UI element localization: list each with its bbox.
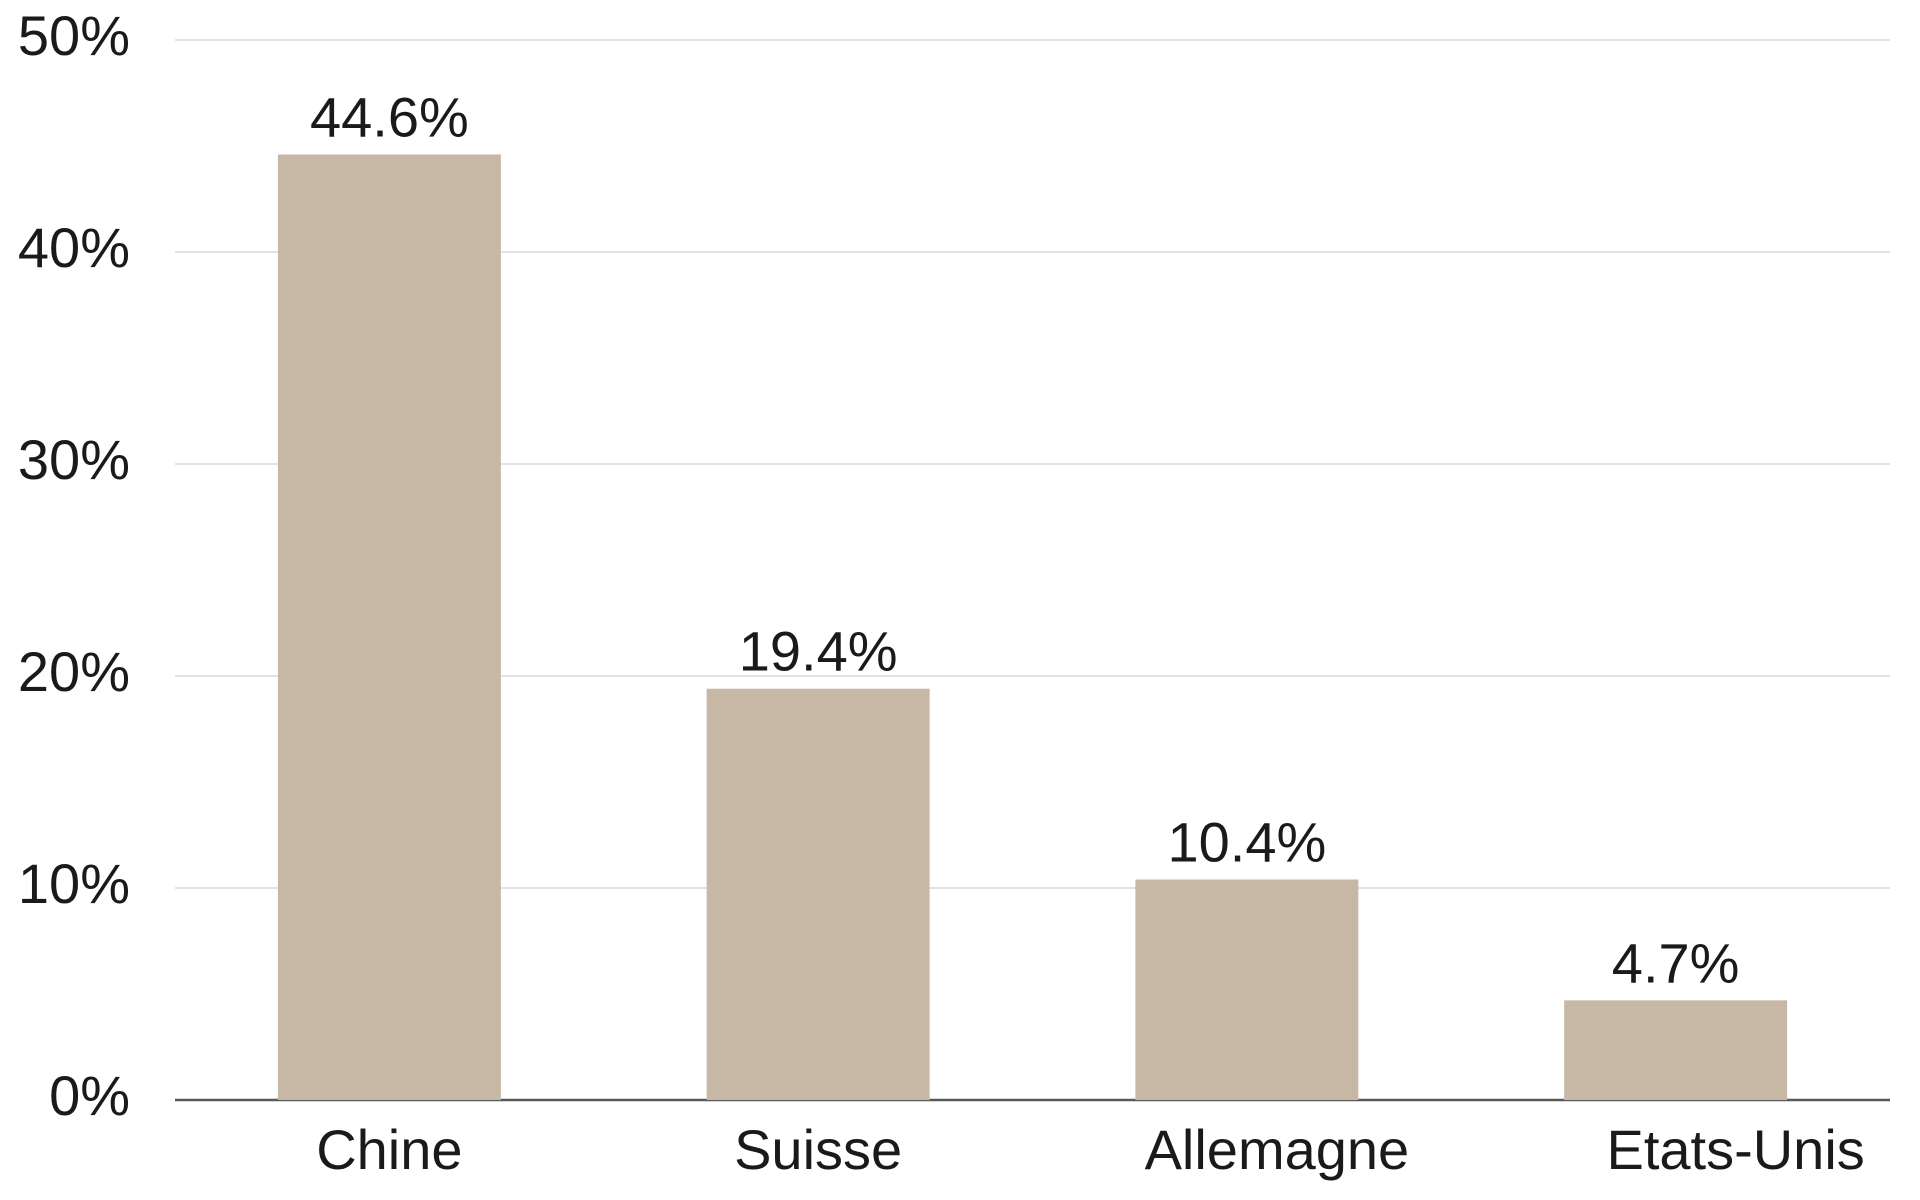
chart-svg: 0% 10% 20% 30% 40% 50% 44.6% Chine 19.4% Suisse 10… — [0, 0, 1920, 1200]
x-tick-label: Suisse — [734, 1118, 902, 1181]
x-tick-label: Etats-Unis — [1606, 1118, 1864, 1181]
bar — [278, 154, 501, 1100]
y-tick-label: 50% — [18, 4, 130, 67]
bar — [1135, 880, 1358, 1100]
y-tick-label: 0% — [49, 1064, 130, 1127]
bar-value-label: 4.7% — [1612, 931, 1740, 994]
bar-value-label: 10.4% — [1167, 811, 1326, 874]
y-tick-label: 20% — [18, 640, 130, 703]
bar-value-label: 44.6% — [310, 85, 469, 148]
bar-value-label: 19.4% — [739, 620, 898, 683]
y-tick-label: 40% — [18, 216, 130, 279]
bar — [707, 689, 930, 1100]
y-tick-label: 30% — [18, 428, 130, 491]
x-tick-label: Allemagne — [1145, 1118, 1410, 1181]
bar-chart: 0% 10% 20% 30% 40% 50% 44.6% Chine 19.4% Suisse 10… — [0, 0, 1920, 1200]
x-tick-label: Chine — [316, 1118, 462, 1181]
bar — [1564, 1000, 1787, 1100]
y-tick-label: 10% — [18, 852, 130, 915]
